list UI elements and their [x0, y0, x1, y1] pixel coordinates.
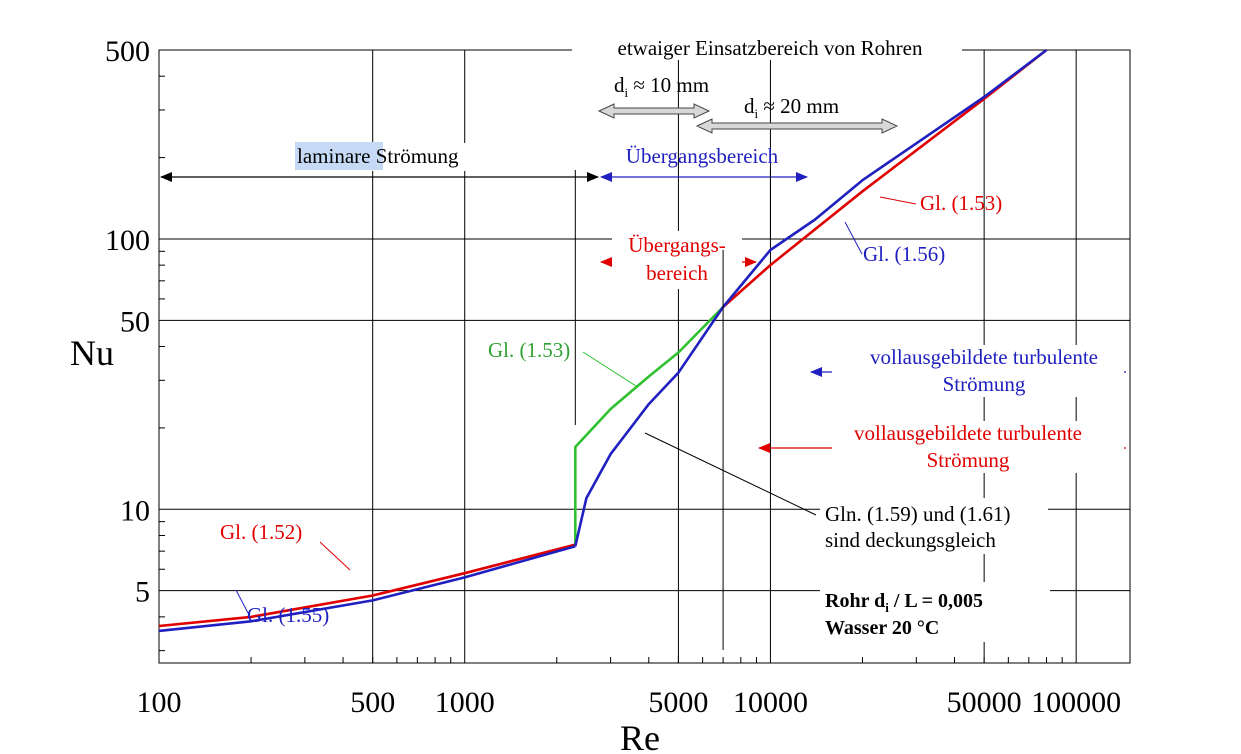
y-tick-label: 500 — [105, 35, 150, 68]
y-tick-label: 100 — [105, 224, 150, 257]
x-tick-label: 500 — [350, 686, 395, 719]
gln-note-bg — [820, 498, 1048, 554]
label-153-red: Gl. (1.53) — [920, 191, 1002, 215]
series-line-1 — [158, 544, 576, 633]
x-tick-label: 100 — [137, 686, 182, 719]
label-156: Gl. (1.56) — [863, 242, 945, 266]
di10-label: di ≈ 10 mm — [614, 73, 709, 100]
leader-156 — [844, 221, 863, 255]
param-bg — [820, 582, 1050, 642]
gln-note-2: sind deckungsgleich — [825, 528, 996, 552]
series-line-3 — [722, 48, 1048, 308]
x-tick-label: 1000 — [435, 686, 495, 719]
label-153-green: Gl. (1.53) — [488, 338, 570, 362]
leader-gln — [644, 432, 817, 516]
di10-arrow — [597, 103, 711, 119]
laminar-highlight — [295, 142, 383, 170]
param-rohr: Rohr di / L = 0,005 — [825, 590, 983, 615]
x-tick-label: 5000 — [648, 686, 708, 719]
leader-153-red — [879, 196, 917, 205]
series-line-2 — [574, 306, 725, 545]
label-155: Gl. (1.55) — [247, 603, 329, 627]
y-tick-label: 5 — [135, 576, 150, 609]
series-group — [158, 48, 1048, 650]
di20-label: di ≈ 20 mm — [744, 94, 839, 121]
di20-arrow — [695, 118, 899, 134]
gln-note-1: Gln. (1.59) und (1.61) — [825, 502, 1010, 526]
turb-blue-label-2: Strömung — [943, 372, 1026, 396]
x-tick-label: 50000 — [947, 686, 1022, 719]
leader-153-green — [582, 351, 637, 387]
leader-152 — [319, 541, 351, 571]
x-tick-label: 10000 — [733, 686, 808, 719]
x-tick-label: 100000 — [1031, 686, 1121, 719]
y-tick-labels: 5 10 50 100 500 — [105, 35, 150, 609]
turb-red-label-bg — [832, 421, 1124, 473]
top-label-bg — [572, 36, 962, 60]
leader-155 — [235, 589, 249, 614]
transition-red-label-2: bereich — [646, 261, 708, 285]
label-152: Gl. (1.52) — [220, 520, 302, 544]
y-tick-label: 50 — [120, 305, 150, 338]
turb-red-label-2: Strömung — [927, 448, 1010, 472]
turb-blue-label-1: vollausgebildete turbulente — [870, 345, 1098, 369]
y-axis-label: Nu — [70, 333, 114, 373]
param-wasser: Wasser 20 °C — [825, 617, 939, 639]
y-tick-label: 10 — [120, 494, 150, 527]
transition-red-label-bg — [612, 231, 742, 289]
transition-red-label-1: Übergangs- — [628, 233, 726, 257]
series-line-0 — [158, 543, 576, 628]
laminar-label: laminare Strömung — [297, 144, 459, 168]
x-axis-label: Re — [620, 718, 660, 754]
turb-blue-label-bg — [832, 345, 1124, 397]
transition-blue-label: Übergangsbereich — [626, 144, 779, 168]
turb-red-label-1: vollausgebildete turbulente — [854, 421, 1082, 445]
x-tick-labels: 100 500 1000 5000 10000 50000 100000 — [137, 686, 1122, 719]
top-annotation: etwaiger Einsatzbereich von Rohren — [618, 36, 923, 60]
